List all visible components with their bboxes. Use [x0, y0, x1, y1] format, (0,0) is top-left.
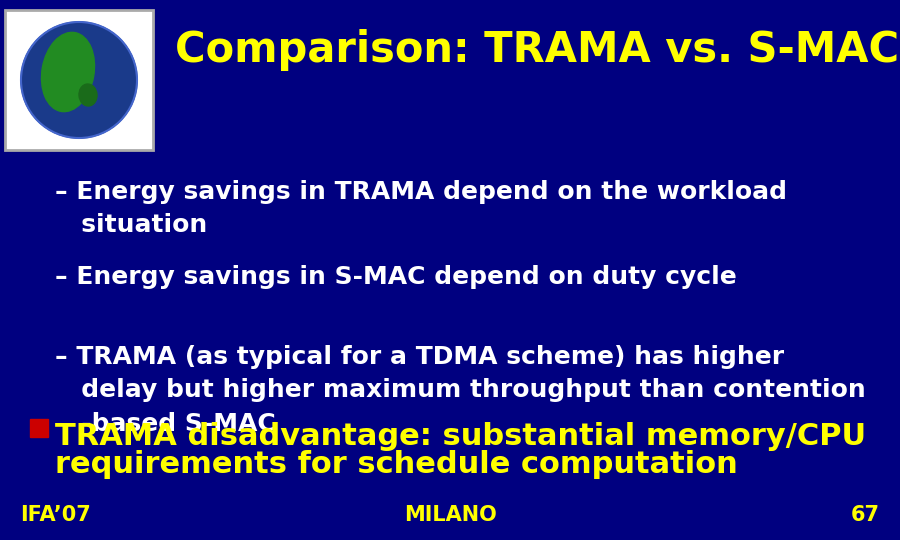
- Circle shape: [21, 22, 137, 138]
- Text: 67: 67: [851, 505, 880, 525]
- Text: – Energy savings in S-MAC depend on duty cycle: – Energy savings in S-MAC depend on duty…: [55, 265, 737, 289]
- Ellipse shape: [41, 32, 94, 112]
- Text: – Energy savings in TRAMA depend on the workload
   situation: – Energy savings in TRAMA depend on the …: [55, 180, 787, 238]
- Text: – TRAMA (as typical for a TDMA scheme) has higher
   delay but higher maximum th: – TRAMA (as typical for a TDMA scheme) h…: [55, 345, 866, 436]
- Bar: [5, 10, 153, 150]
- Bar: [30, 419, 48, 437]
- Text: MILANO: MILANO: [403, 505, 497, 525]
- Ellipse shape: [79, 84, 97, 106]
- Text: IFA’07: IFA’07: [20, 505, 91, 525]
- Text: TRAMA disadvantage: substantial memory/CPU: TRAMA disadvantage: substantial memory/C…: [55, 422, 866, 451]
- Text: Comparison: TRAMA vs. S-MAC: Comparison: TRAMA vs. S-MAC: [175, 29, 899, 71]
- Text: requirements for schedule computation: requirements for schedule computation: [55, 450, 738, 479]
